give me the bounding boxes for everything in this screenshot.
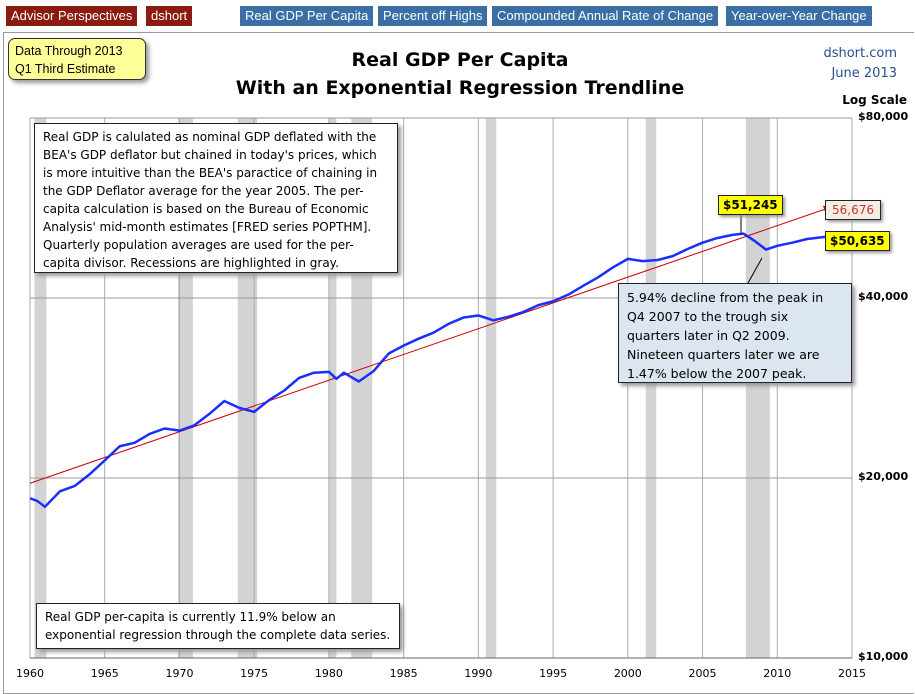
recession-band <box>745 118 770 658</box>
source-block: dshort.com June 2013 <box>823 44 897 84</box>
chart-title: Real GDP Per Capita <box>351 49 569 71</box>
x-tick-label: 1960 <box>16 667 44 680</box>
source-date: June 2013 <box>831 66 897 81</box>
nav-dshort[interactable]: dshort <box>146 6 193 26</box>
gdp-per-capita-line <box>29 232 826 509</box>
x-tick-label: 1965 <box>90 667 119 680</box>
recession-band <box>645 118 657 658</box>
decline-note: 5.94% decline from the peak in Q4 2007 t… <box>618 283 852 383</box>
x-tick-label: 1990 <box>464 667 493 680</box>
recession-band <box>34 118 47 658</box>
chart-title-block: Real GDP Per Capita With an Exponential … <box>200 46 720 102</box>
data-through-stamp: Data Through 2013 Q1 Third Estimate <box>8 38 146 80</box>
chart-subtitle: With an Exponential Regression Trendline <box>235 77 685 99</box>
y-tick-label: $40,000 <box>858 290 909 303</box>
x-tick-label: 1970 <box>165 667 194 680</box>
y-tick-label: $20,000 <box>858 470 909 483</box>
methodology-note: Real GDP is calulated as nominal GDP def… <box>34 123 398 273</box>
tab-real-gdp-per-capita[interactable]: Real GDP Per Capita <box>240 6 374 26</box>
y-tick-label: $80,000 <box>858 110 909 123</box>
tab-year-over-year[interactable]: Year-over-Year Change <box>726 6 872 26</box>
x-tick-label: 1980 <box>314 667 343 680</box>
x-tick-label: 1995 <box>539 667 568 680</box>
source-site: dshort.com <box>823 46 897 61</box>
log-scale-label: Log Scale <box>842 93 907 107</box>
tab-compounded-annual-rate[interactable]: Compounded Annual Rate of Change <box>492 6 719 26</box>
peak-label: $51,245 <box>718 195 783 215</box>
x-tick-label: 2010 <box>763 667 792 680</box>
nav-advisor-perspectives[interactable]: Advisor Perspectives <box>6 6 138 26</box>
trendline <box>29 205 832 484</box>
stamp-line2: Q1 Third Estimate <box>15 62 116 76</box>
x-tick-label: 2000 <box>613 667 642 680</box>
decline-leader-line <box>747 257 763 284</box>
x-tick-label: 1985 <box>389 667 418 680</box>
trend-end-label: 56,676 <box>825 200 881 220</box>
y-tick-label: $10,000 <box>858 650 909 663</box>
x-tick-label: 2005 <box>688 667 717 680</box>
regression-note: Real GDP per-capita is currently 11.9% b… <box>36 603 400 649</box>
x-tick-label: 2015 <box>838 667 866 680</box>
stamp-line1: Data Through 2013 <box>15 44 123 58</box>
x-tick-label: 1975 <box>240 667 269 680</box>
recession-band <box>328 118 337 658</box>
current-label: $50,635 <box>825 231 890 251</box>
tab-percent-off-highs[interactable]: Percent off Highs <box>378 6 488 26</box>
recession-band <box>485 118 497 658</box>
